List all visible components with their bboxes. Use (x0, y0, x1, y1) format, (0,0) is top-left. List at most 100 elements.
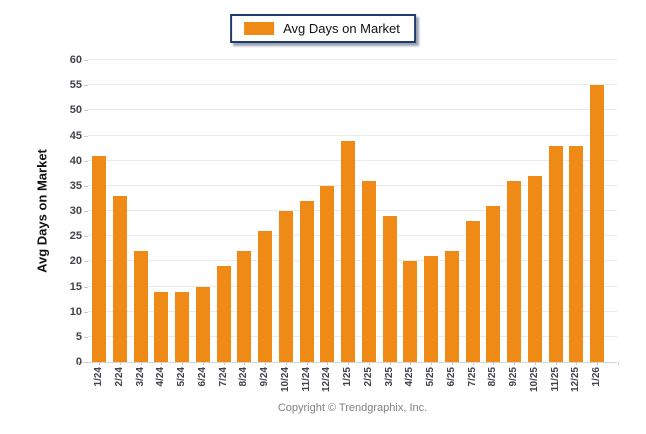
x-tick-label: 3/25 (383, 367, 395, 387)
y-tick-label: 40 (69, 154, 82, 167)
x-tick-label: 9/25 (508, 367, 519, 387)
x-tick-label: 12/25 (570, 367, 582, 393)
y-tick-label: 55 (69, 79, 82, 92)
y-tick-mark (84, 185, 88, 187)
bar (548, 145, 563, 362)
x-tick-mark (223, 362, 225, 365)
x-tick-mark (368, 362, 370, 365)
gridline (88, 109, 617, 111)
x-tick-label: 6/25 (445, 367, 457, 387)
bar (133, 251, 148, 362)
y-tick-label: 45 (69, 129, 82, 142)
bar (154, 291, 169, 362)
x-tick-mark (534, 362, 536, 365)
bar (92, 155, 106, 362)
x-tick-mark (431, 362, 432, 365)
bar (341, 140, 355, 362)
y-tick-label: 15 (69, 280, 82, 293)
x-tick-label: 5/24 (176, 367, 187, 387)
bar (175, 291, 189, 362)
bar (486, 205, 501, 362)
bar (361, 180, 376, 362)
x-tick-mark (78, 362, 80, 365)
x-tick-label: 2/24 (113, 367, 125, 387)
gridline (88, 59, 617, 60)
y-tick-label: 20 (69, 255, 82, 268)
x-tick-mark (202, 362, 204, 365)
bar (278, 211, 293, 362)
x-tick-mark (119, 362, 121, 365)
y-tick-mark (84, 261, 88, 263)
x-tick-label: 8/24 (238, 367, 250, 387)
gridline (88, 84, 617, 86)
x-tick-mark (451, 362, 453, 365)
bar (424, 256, 438, 362)
x-tick-label: 10/25 (528, 367, 540, 393)
x-tick-label: 11/24 (300, 367, 312, 392)
plot-area: 0510152025303540455055601/242/243/244/24… (70, 54, 619, 392)
x-tick-mark (410, 362, 412, 365)
x-tick-label: 4/25 (404, 367, 416, 387)
x-tick-mark (140, 362, 142, 365)
y-tick-mark (84, 135, 88, 137)
y-tick-mark (84, 160, 88, 162)
bar (258, 231, 272, 362)
x-tick-mark (514, 362, 515, 365)
y-tick-label: 5 (75, 330, 82, 343)
bar (299, 200, 314, 362)
bar (465, 221, 480, 362)
x-tick-label: 2/25 (362, 367, 374, 387)
bar (569, 145, 584, 362)
x-tick-mark (327, 362, 329, 365)
x-tick-mark (306, 362, 308, 365)
x-tick-label: 6/24 (196, 367, 208, 387)
x-tick-label: 10/24 (279, 367, 291, 393)
bar (507, 180, 521, 362)
bar (112, 195, 127, 362)
gridline (88, 134, 617, 136)
y-tick-mark (84, 336, 88, 338)
x-tick-mark (99, 362, 100, 365)
bar (444, 251, 459, 362)
x-tick-mark (597, 362, 598, 365)
x-tick-label: 8/25 (487, 367, 499, 387)
y-tick-mark (84, 286, 88, 288)
y-tick-label: 10 (69, 305, 82, 318)
x-tick-label: 7/25 (466, 367, 478, 387)
y-tick-label: 50 (69, 104, 82, 117)
x-tick-label: 1/25 (342, 367, 353, 387)
bar (195, 286, 210, 362)
x-tick-label: 9/24 (259, 367, 270, 387)
x-tick-label: 1/24 (93, 367, 104, 387)
y-tick-mark (84, 85, 88, 87)
x-tick-mark (285, 362, 287, 365)
bar (237, 251, 252, 362)
x-tick-mark (244, 362, 246, 365)
x-tick-label: 1/26 (591, 367, 602, 387)
legend-swatch-icon (244, 22, 275, 35)
y-tick-mark (84, 236, 88, 238)
y-tick-label: 25 (69, 230, 82, 243)
bar (403, 261, 418, 362)
x-tick-mark (576, 362, 578, 365)
y-tick-mark (84, 211, 88, 212)
x-axis-line (78, 362, 617, 363)
x-tick-mark (617, 362, 619, 365)
x-tick-mark (555, 362, 557, 365)
legend: Avg Days on Market (230, 14, 416, 43)
bar (320, 185, 335, 362)
x-tick-mark (389, 362, 391, 365)
y-tick-mark (84, 60, 88, 61)
x-tick-label: 11/25 (549, 367, 561, 392)
y-axis-title: Avg Days on Market (34, 149, 50, 273)
x-tick-mark (182, 362, 183, 365)
legend-label: Avg Days on Market (283, 21, 400, 36)
x-tick-label: 12/24 (321, 367, 333, 393)
y-tick-label: 30 (69, 205, 82, 217)
x-tick-mark (265, 362, 266, 365)
bar (216, 266, 231, 362)
x-tick-label: 3/24 (134, 367, 146, 387)
copyright-text: Copyright © Trendgraphix, Inc. (277, 402, 428, 414)
y-tick-mark (84, 362, 88, 363)
